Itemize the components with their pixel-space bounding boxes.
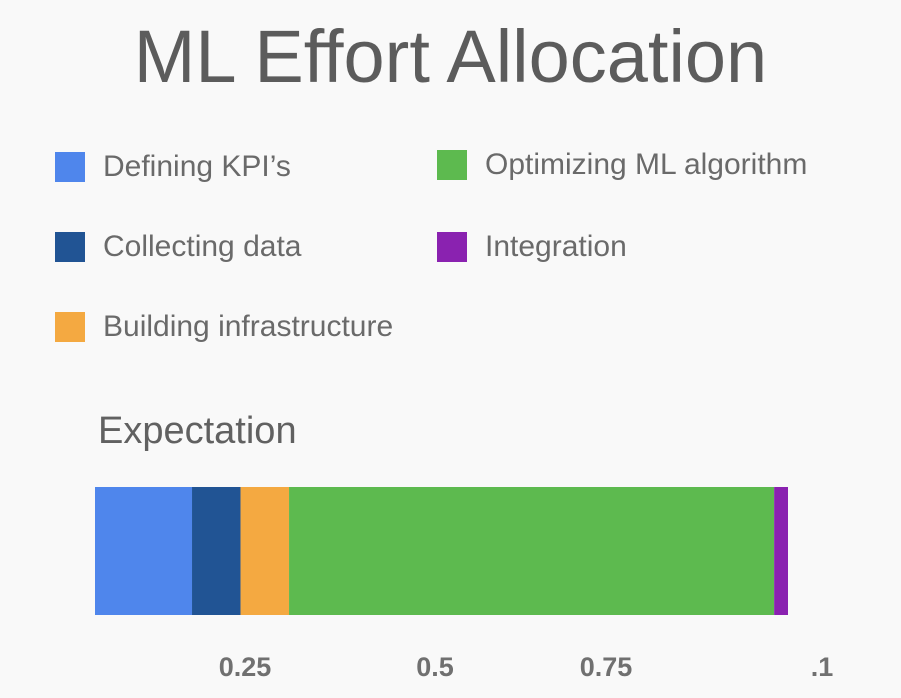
legend-label: Defining KPI’s — [103, 150, 291, 183]
legend-swatch — [55, 312, 85, 342]
x-tick-label: 0.5 — [416, 652, 454, 682]
legend-label: Building infrastructure — [103, 310, 394, 343]
x-tick-label: 0.75 — [579, 652, 633, 682]
x-tick-label: .1 — [810, 652, 834, 682]
legend-label: Collecting data — [103, 230, 302, 263]
bar-segment-collecting-data — [192, 487, 241, 615]
legend-item-optimizing-ml: Optimizing ML algorithm — [437, 148, 807, 182]
bar-svg — [95, 487, 788, 615]
bar-segment-optimizing-ml-algorithm — [289, 487, 775, 615]
legend-label: Integration — [485, 230, 627, 263]
legend-item-building-infrastructure: Building infrastructure — [55, 310, 393, 344]
legend-swatch — [437, 150, 467, 180]
bar-segment-integration — [774, 487, 788, 615]
bar-segment-defining-kpi-s — [95, 487, 193, 615]
legend-item-defining-kpis: Defining KPI’s — [55, 150, 291, 184]
legend-label: Optimizing ML algorithm — [485, 148, 808, 181]
stacked-bar — [95, 487, 788, 615]
x-tick-label: 0.25 — [218, 652, 272, 682]
legend-swatch — [437, 232, 467, 262]
category-label: Expectation — [98, 410, 297, 452]
legend-swatch — [55, 152, 85, 182]
chart-title: ML Effort Allocation — [133, 15, 768, 98]
bar-segment-building-infrastructure — [240, 487, 290, 615]
legend-item-collecting-data: Collecting data — [55, 230, 301, 264]
legend-item-integration: Integration — [437, 230, 627, 264]
legend-swatch — [55, 232, 85, 262]
